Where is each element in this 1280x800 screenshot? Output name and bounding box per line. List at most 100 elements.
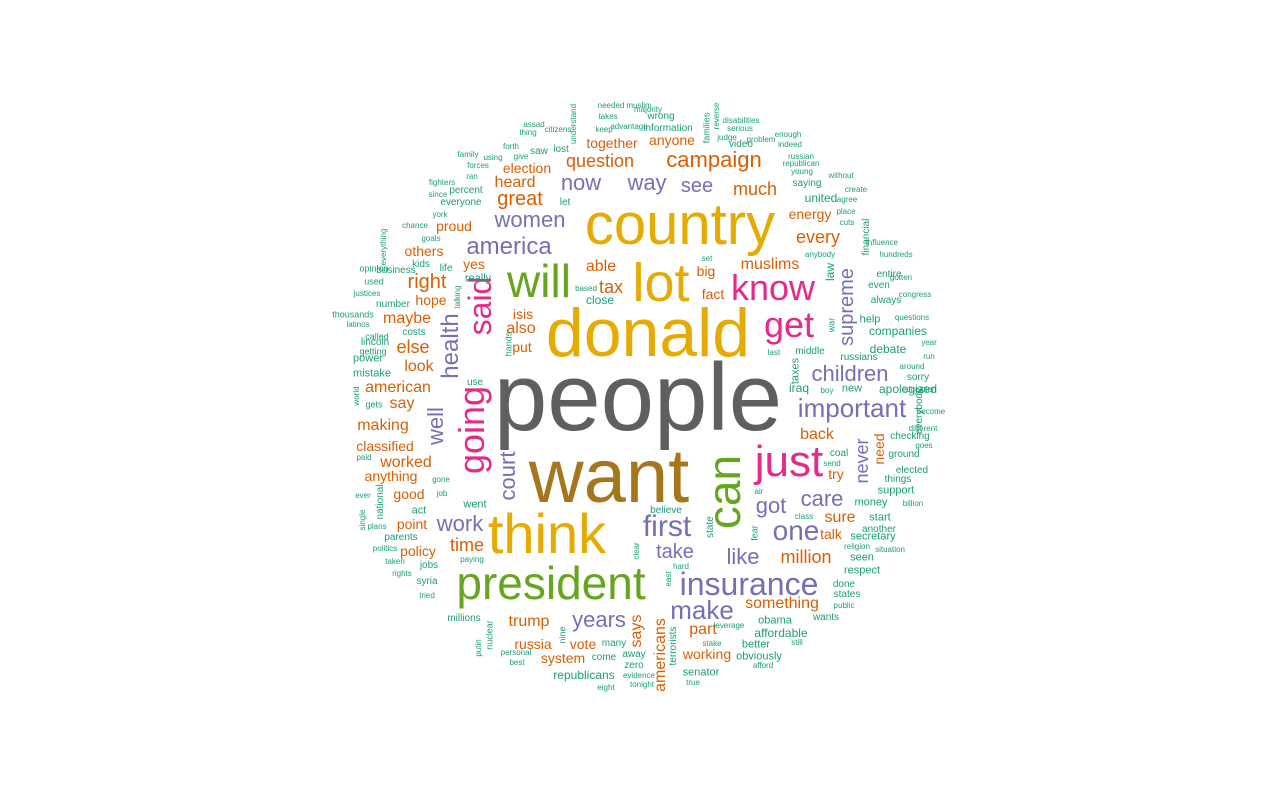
word-rights: rights [392,569,412,578]
word-american: american [365,379,431,396]
word-education: education [901,385,937,394]
word-lot: lot [632,253,690,313]
word-putin: putin [474,639,483,657]
word-congress: congress [898,290,932,299]
word-great: great [497,188,543,210]
word-talk: talk [820,526,842,542]
word-work: work [436,511,484,536]
word-went: went [463,498,487,511]
word-afford: afford [752,661,774,670]
word-getting: getting [359,346,387,357]
word-single: single [358,509,367,531]
word-big: big [696,263,716,279]
word-life: life [439,263,453,274]
word-serious: serious [727,124,753,133]
word-president: president [456,557,646,609]
word-york: york [432,210,448,219]
word-sorry: sorry [906,372,930,383]
word-believe: believe [650,505,682,516]
word-costs: costs [402,327,426,338]
word-vote: vote [569,636,597,652]
word-away: away [622,649,646,660]
word-muslims: muslims [740,256,800,273]
word-never: never [852,438,872,484]
word-debate: debate [869,342,907,356]
word-saw: saw [530,146,548,157]
word-else: else [396,337,430,357]
word-state: state [705,516,716,538]
word-time: time [449,535,485,555]
word-act: act [411,504,427,517]
word-yes: yes [463,256,485,272]
word-best: best [509,658,525,667]
word-agree: agree [836,195,858,204]
word-everyone: everyone [440,197,482,208]
word-war: war [826,317,837,333]
word-situation: situation [875,545,905,554]
word-power: power [353,352,383,365]
word-plans: plans [367,522,387,531]
word-back: back [800,426,834,443]
word-able: able [585,258,617,275]
word-really: really [464,272,492,285]
word-companies: companies [868,324,928,338]
word-americans: americans [652,618,669,692]
word-billion: billion [902,499,924,508]
word-advantage: advantage [610,122,648,131]
word-got: got [755,493,787,518]
word-jobs: jobs [419,560,439,571]
word-elected: elected [895,465,929,476]
word-assad: assad [523,120,545,129]
word-talking: talking [453,285,462,309]
word-russians: russians [840,352,878,363]
word-keep: keep [595,125,613,134]
word-families: families [701,112,712,144]
word-care: care [800,486,844,511]
word-russia: russia [514,636,552,652]
word-says: says [628,614,645,648]
word-wrong: wrong [647,111,675,122]
word-first: first [642,510,692,543]
word-syria: syria [416,576,438,587]
word-want: want [528,434,690,519]
word-states: states [833,589,861,600]
word-classified: classified [356,438,414,454]
word-personal: personal [500,648,532,657]
word-majority: majority [633,105,663,114]
word-citizens: citizens [544,125,572,134]
word-obama: obama [758,614,792,627]
word-make: make [670,595,734,625]
word-supreme: supreme [836,268,858,346]
word-forces: forces [467,161,489,170]
word-mistake: mistake [353,367,391,380]
word-others: others [404,243,444,259]
word-anyone: anyone [649,132,695,148]
word-information: information [643,123,693,134]
word-last: last [767,348,781,357]
word-look: look [404,358,434,375]
word-isis: isis [512,306,534,322]
word-wants: wants [812,612,840,623]
word-united: united [804,191,838,205]
word-understand: understand [569,103,578,145]
word-law: law [823,262,837,282]
word-takes: takes [598,112,618,121]
word-will: will [507,255,571,307]
word-send: send [823,459,841,468]
word-obviously: obviously [736,650,782,663]
word-taken: taken [385,557,405,566]
word-saying: saying [792,178,822,189]
word-clear: clear [632,542,641,560]
word-country: country [584,192,776,257]
word-justices: justices [353,289,381,298]
word-fear: fear [749,525,760,541]
word-well: well [423,407,448,445]
word-tax: tax [598,277,624,297]
word-zero: zero [624,660,644,671]
word-children: children [811,361,889,386]
word-thing: thing [519,128,537,137]
word-iraq: iraq [788,381,810,395]
word-always: always [870,295,902,306]
word-forth: forth [502,142,520,151]
word-opinion: opinion [359,263,389,274]
